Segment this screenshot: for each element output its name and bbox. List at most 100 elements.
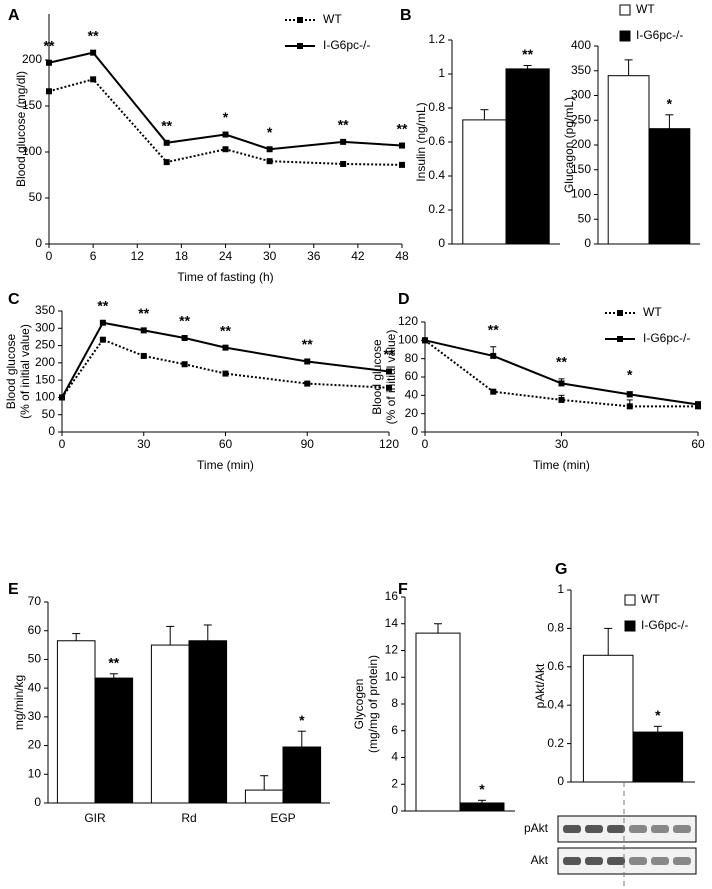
significance: ** xyxy=(397,120,408,136)
point xyxy=(558,380,565,387)
x-tick-label: 120 xyxy=(379,437,399,451)
panel-letter: E xyxy=(8,581,19,598)
y-tick-label: 100 xyxy=(35,390,55,404)
y-tick-label: 0 xyxy=(584,236,591,250)
legend-marker xyxy=(617,310,623,316)
y-axis-label: Insulin (ng/mL) xyxy=(414,102,428,181)
legend-label: I-G6pc-/- xyxy=(323,38,370,52)
y-axis-label: Blood glucose (mg/dl) xyxy=(14,71,28,187)
x-tick-label: 36 xyxy=(307,249,321,263)
y-tick-label: 0 xyxy=(35,236,42,250)
x-tick-label: 0 xyxy=(46,249,53,263)
x-tick-label: 90 xyxy=(301,437,315,451)
y-tick-label: 0 xyxy=(557,774,564,788)
significance: ** xyxy=(556,354,567,370)
significance: * xyxy=(627,366,633,382)
legend-marker xyxy=(617,336,623,342)
legend-label: WT xyxy=(323,12,342,26)
y-tick-label: 12 xyxy=(385,643,399,657)
point xyxy=(222,146,229,153)
significance: ** xyxy=(88,27,99,43)
legend-label: I-G6pc-/- xyxy=(643,331,690,345)
x-tick-label: 0 xyxy=(59,437,66,451)
y-tick-label: 250 xyxy=(571,112,591,126)
point xyxy=(304,358,311,365)
y-tick-label: 10 xyxy=(385,669,399,683)
y-tick-label: 350 xyxy=(35,303,55,317)
significance: ** xyxy=(97,297,108,313)
x-tick-label: 60 xyxy=(219,437,233,451)
y-axis-label: pAkt/Akt xyxy=(533,663,547,708)
significance: * xyxy=(655,707,661,723)
x-tick-label: 24 xyxy=(219,249,233,263)
y-tick-label: 30 xyxy=(28,709,42,723)
point xyxy=(340,160,347,167)
point xyxy=(163,139,170,146)
y-tick-label: 250 xyxy=(35,338,55,352)
legend-label: WT xyxy=(636,2,655,16)
point xyxy=(90,76,97,83)
significance: ** xyxy=(220,322,231,338)
legend-swatch xyxy=(619,30,631,42)
point xyxy=(90,49,97,56)
panel-letter: A xyxy=(8,7,20,24)
x-tick-label: 30 xyxy=(263,249,277,263)
bar xyxy=(94,677,134,804)
x-axis-label: Time (min) xyxy=(197,458,254,472)
point xyxy=(46,59,52,66)
point xyxy=(422,337,428,344)
y-tick-label: 200 xyxy=(22,52,42,66)
point xyxy=(399,142,405,149)
point xyxy=(558,396,565,403)
y-tick-label: 16 xyxy=(385,589,399,603)
bar xyxy=(282,746,322,804)
blot-band xyxy=(607,825,625,833)
bar xyxy=(150,644,190,804)
y-tick-label: 300 xyxy=(35,320,55,334)
x-axis-label: Time (min) xyxy=(533,458,590,472)
blot-band xyxy=(585,825,603,833)
point xyxy=(99,336,106,343)
y-tick-label: 0.8 xyxy=(428,100,445,114)
significance: ** xyxy=(179,313,190,329)
y-tick-label: 20 xyxy=(405,406,419,420)
significance: ** xyxy=(384,346,395,362)
point xyxy=(626,403,633,410)
y-tick-label: 0.4 xyxy=(428,168,445,182)
bar xyxy=(459,802,505,812)
significance: ** xyxy=(302,336,313,352)
significance: * xyxy=(223,109,229,125)
bar xyxy=(415,632,461,812)
bar xyxy=(607,75,650,245)
point xyxy=(266,158,273,165)
y-tick-label: 350 xyxy=(571,63,591,77)
y-tick-label: 100 xyxy=(571,187,591,201)
y-tick-label: 0 xyxy=(48,424,55,438)
y-axis-label: Glucagon (pg/mL) xyxy=(562,97,576,193)
panel-letter: C xyxy=(8,291,20,308)
y-tick-label: 300 xyxy=(571,88,591,102)
legend-label: WT xyxy=(641,592,660,606)
x-tick-label: 0 xyxy=(422,437,429,451)
point xyxy=(59,394,65,401)
significance: ** xyxy=(522,46,533,62)
y-tick-label: 0.4 xyxy=(547,697,564,711)
y-tick-label: 150 xyxy=(35,372,55,386)
y-tick-label: 50 xyxy=(578,211,592,225)
y-tick-label: 0 xyxy=(438,236,445,250)
point xyxy=(99,319,106,326)
point xyxy=(222,344,229,351)
y-tick-label: 200 xyxy=(571,137,591,151)
y-axis-label: Blood glucose xyxy=(370,339,384,415)
y-tick-label: 1.2 xyxy=(428,32,445,46)
bar xyxy=(648,128,691,245)
x-tick-label: Rd xyxy=(181,811,196,825)
y-axis-label: mg/min/kg xyxy=(12,675,26,730)
significance: ** xyxy=(488,321,499,337)
x-tick-label: 42 xyxy=(351,249,365,263)
y-tick-label: 0 xyxy=(391,803,398,817)
x-tick-label: 30 xyxy=(137,437,151,451)
panel-letter: F xyxy=(398,581,408,598)
point xyxy=(140,352,147,359)
legend-marker xyxy=(297,17,303,23)
